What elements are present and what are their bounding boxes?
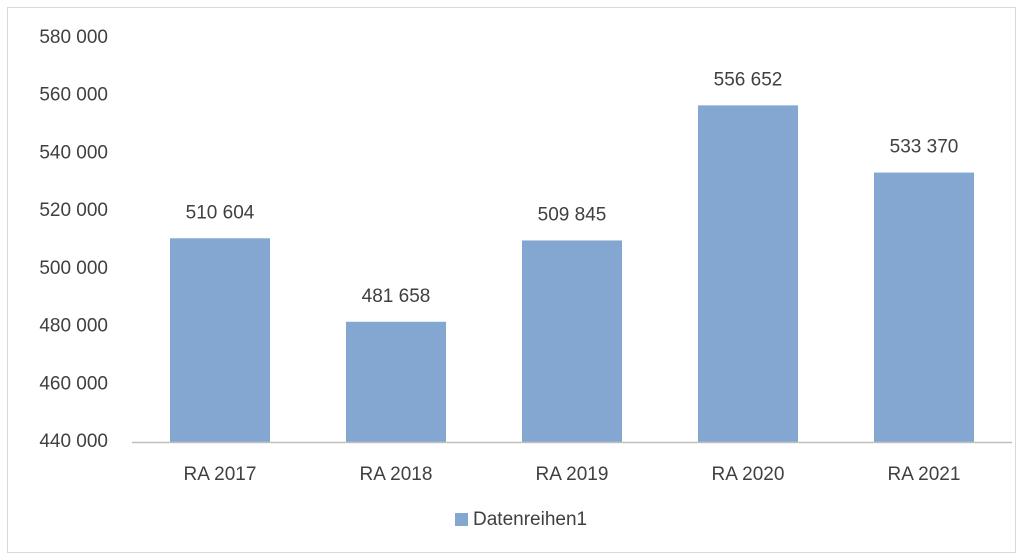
x-tick-label: RA 2017 [184,464,257,485]
x-tick-label: RA 2018 [360,464,433,485]
bar [698,105,798,442]
y-tick-label: 520 000 [39,200,108,221]
data-label: 481 658 [362,286,431,307]
data-label: 556 652 [714,69,783,90]
y-tick-label: 580 000 [39,27,108,48]
x-tick-label: RA 2020 [712,464,785,485]
y-tick-label: 540 000 [39,142,108,163]
chart-border [7,7,1016,553]
bar [522,240,622,442]
legend-swatch [455,513,468,526]
bar [170,238,270,442]
y-tick-label: 560 000 [39,85,108,106]
x-tick-label: RA 2021 [888,464,961,485]
data-label: 509 845 [538,204,607,225]
bar [874,172,974,442]
bar [346,321,446,442]
y-tick-label: 480 000 [39,316,108,337]
x-tick-label: RA 2019 [536,464,609,485]
y-tick-label: 460 000 [39,373,108,394]
y-tick-label: 440 000 [39,431,108,452]
y-tick-label: 500 000 [39,258,108,279]
data-label: 533 370 [890,137,959,158]
legend-label: Datenreihen1 [473,509,587,530]
data-label: 510 604 [186,202,255,223]
